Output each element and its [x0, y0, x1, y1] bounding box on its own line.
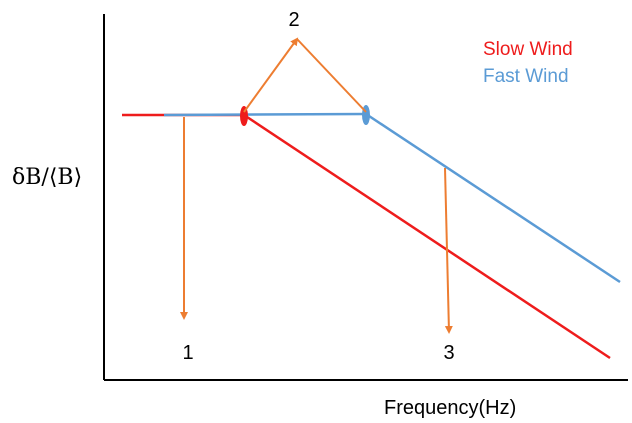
- marker-2-label: 2: [288, 9, 299, 31]
- slow-wind-falling-segment: [243, 113, 611, 360]
- arrow-3: [444, 167, 453, 334]
- arrow-2-right: [296, 38, 367, 113]
- slow-wind-break-marker: [240, 106, 248, 126]
- y-axis-label: δB/⟨B⟩: [12, 165, 82, 190]
- legend-fast-wind: Fast Wind: [483, 66, 569, 87]
- x-axis-label: Frequency(Hz): [384, 397, 516, 419]
- marker-1-label: 1: [182, 342, 193, 364]
- legend-slow-wind: Slow Wind: [483, 39, 573, 60]
- marker-3-label: 3: [443, 342, 454, 364]
- fast-wind-flat-segment: [163, 112, 367, 117]
- arrow-2-left: [243, 37, 299, 113]
- fast-wind-falling-segment: [365, 112, 621, 284]
